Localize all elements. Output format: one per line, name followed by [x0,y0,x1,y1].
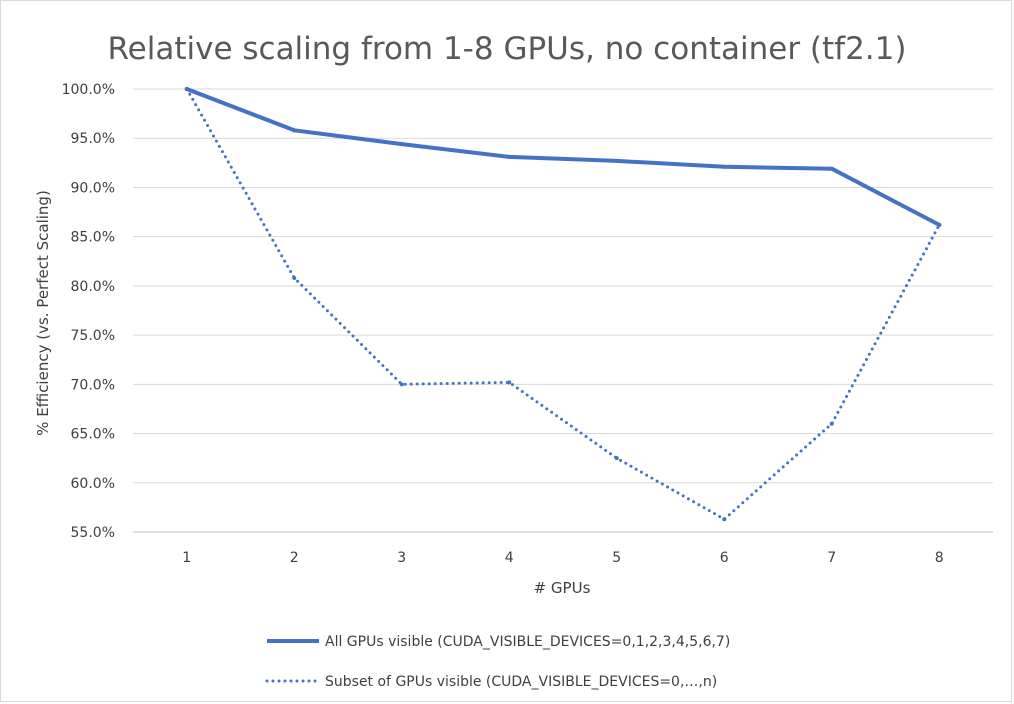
y-tick-label: 100.0% [62,82,115,98]
y-tick-label: 55.0% [71,525,115,541]
data-point [937,222,942,227]
legend-label: Subset of GPUs visible (CUDA_VISIBLE_DEV… [325,674,717,690]
data-point [507,380,512,385]
data-point [292,276,297,281]
data-point [399,382,404,387]
data-point [722,517,727,522]
y-tick-label: 80.0% [71,279,115,295]
y-tick-label: 85.0% [71,230,115,246]
x-tick-label: 1 [182,550,191,566]
data-point [614,158,619,163]
series-line-1 [184,87,942,227]
data-point [292,128,297,133]
x-axis-title: # GPUs [534,579,591,597]
data-point [722,164,727,169]
y-axis-title: % Efficiency (vs. Perfect Scaling) [34,190,52,436]
x-tick-label: 7 [827,550,836,566]
series-lines [184,87,942,522]
data-point [184,87,189,91]
data-point [829,166,834,171]
y-tick-label: 60.0% [71,476,115,492]
legend-label: All GPUs visible (CUDA_VISIBLE_DEVICES=0… [325,634,730,650]
y-tick-label: 70.0% [71,377,115,393]
y-tick-label: 90.0% [71,180,115,196]
x-axis-ticks: 1 2 3 4 5 6 7 8 [182,550,943,566]
y-tick-label: 95.0% [71,131,115,147]
data-point [829,421,834,426]
x-tick-label: 5 [612,550,621,566]
series-line-2 [185,87,941,521]
chart-title: Relative scaling from 1-8 GPUs, no conta… [108,31,907,67]
x-tick-label: 8 [935,550,944,566]
data-point [507,154,512,159]
gridlines [133,88,993,533]
y-tick-label: 75.0% [71,328,115,344]
data-point [614,456,619,461]
x-tick-label: 6 [720,550,729,566]
y-tick-label: 65.0% [71,427,115,443]
data-point [399,142,404,147]
legend: All GPUs visible (CUDA_VISIBLE_DEVICES=0… [265,634,730,690]
x-tick-label: 4 [505,550,514,566]
y-axis-ticks: 55.0% 60.0% 65.0% 70.0% 75.0% 80.0% 85.0% 90.0%… [62,82,115,541]
x-tick-label: 3 [397,550,406,566]
x-tick-label: 2 [290,550,299,566]
